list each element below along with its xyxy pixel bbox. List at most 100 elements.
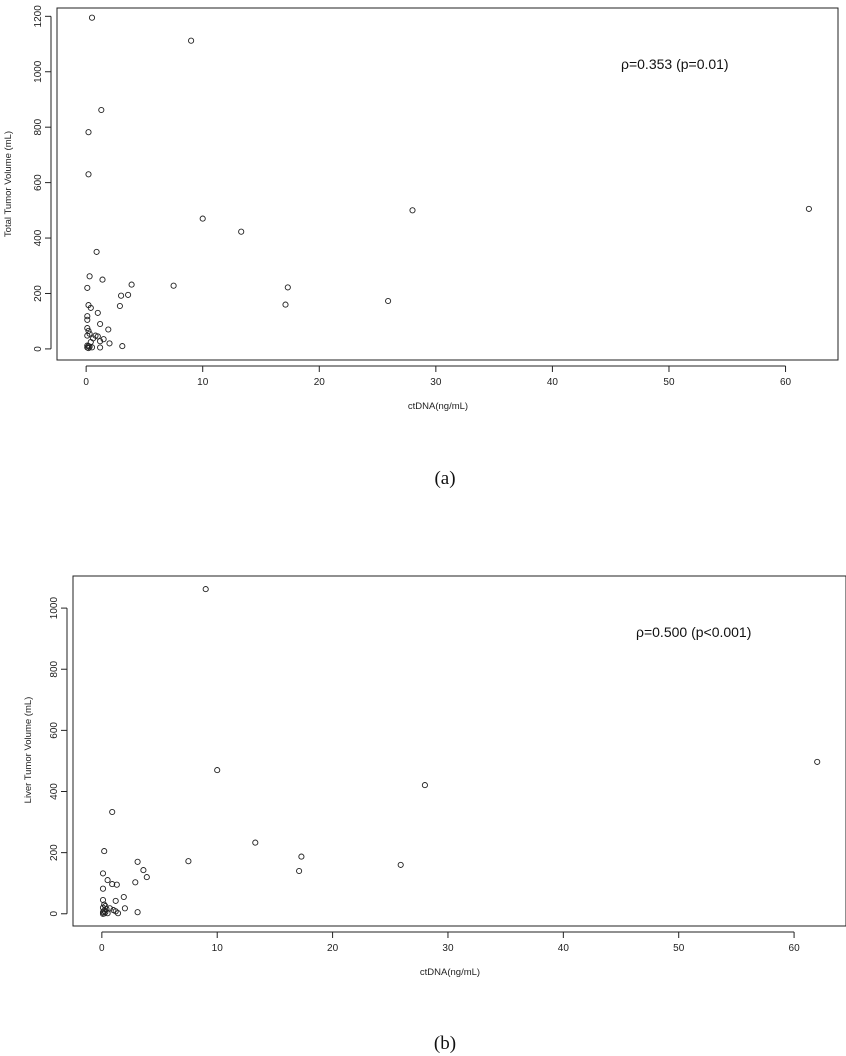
- data-point: [85, 129, 92, 136]
- x-tick-label: 40: [547, 377, 559, 388]
- data-point: [128, 281, 135, 288]
- data-point: [109, 808, 116, 816]
- y-tick-label: 1000: [49, 597, 60, 620]
- data-point: [97, 320, 104, 328]
- x-axis-a: 0 10 20 30 40 50 60: [83, 365, 792, 388]
- data-point: [114, 910, 122, 917]
- data-point: [93, 248, 100, 255]
- data-point: [120, 893, 127, 901]
- x-tick-label: 0: [99, 943, 105, 954]
- data-point: [252, 839, 259, 846]
- y-tick-label: 400: [33, 229, 44, 246]
- x-tick-label: 10: [197, 377, 209, 388]
- scatter-panel-b: 0 10 20 30 40 50 60 0 200 400 600 800 1000 ctDNA(ng…: [23, 575, 846, 1054]
- data-point: [106, 905, 113, 912]
- x-axis-title-b: ctDNA(ng/mL): [420, 967, 480, 978]
- y-tick-label: 400: [49, 783, 60, 800]
- y-tick-label: 200: [49, 844, 60, 861]
- data-point: [118, 292, 125, 299]
- data-point: [814, 758, 821, 765]
- y-axis-title-a: Total Tumor Volume (mL): [3, 131, 14, 237]
- x-axis-b: 0 10 20 30 40 50 60: [99, 931, 801, 954]
- data-point: [397, 861, 404, 868]
- data-point: [121, 905, 128, 912]
- data-point: [188, 37, 195, 44]
- points-a: [84, 14, 812, 352]
- data-point: [421, 782, 428, 789]
- plot-frame-b: [72, 575, 846, 927]
- data-point: [88, 14, 96, 21]
- data-point: [104, 877, 111, 884]
- data-point: [116, 302, 123, 310]
- data-point: [296, 867, 303, 875]
- data-point: [85, 171, 92, 178]
- correlation-annotation-a: ρ=0.353 (p=0.01): [621, 56, 729, 72]
- data-point: [88, 344, 96, 351]
- data-point: [99, 276, 106, 283]
- data-point: [140, 867, 147, 874]
- data-point: [119, 343, 126, 350]
- data-point: [202, 586, 209, 593]
- points-b: [99, 586, 821, 917]
- y-tick-label: 800: [33, 118, 44, 135]
- data-point: [238, 228, 245, 235]
- x-tick-label: 20: [314, 377, 326, 388]
- data-point: [134, 909, 141, 916]
- y-tick-label: 0: [49, 911, 60, 917]
- x-tick-label: 20: [327, 943, 339, 954]
- data-point: [143, 874, 150, 881]
- y-tick-label: 800: [49, 660, 60, 677]
- x-tick-label: 0: [83, 377, 89, 388]
- data-point: [113, 881, 120, 888]
- data-point: [134, 858, 141, 865]
- x-tick-label: 60: [789, 943, 801, 954]
- data-point: [84, 284, 91, 291]
- data-point: [97, 344, 104, 351]
- data-point: [282, 301, 289, 308]
- data-point: [185, 858, 192, 865]
- data-point: [214, 767, 221, 774]
- data-point: [101, 848, 108, 855]
- x-axis-title-a: ctDNA(ng/mL): [408, 401, 468, 412]
- data-point: [99, 870, 107, 877]
- data-point: [100, 336, 107, 343]
- x-tick-label: 40: [558, 943, 570, 954]
- data-point: [84, 325, 91, 332]
- data-point: [85, 345, 92, 352]
- data-point: [385, 297, 392, 305]
- panel-label-a: (a): [434, 468, 455, 489]
- x-tick-label: 50: [673, 943, 685, 954]
- plot-frame-a: [56, 7, 839, 361]
- data-point: [170, 282, 177, 289]
- y-axis-b: 0 200 400 600 800 1000: [49, 597, 68, 917]
- data-point: [109, 881, 116, 888]
- scatter-panel-a: 0 10 20 30 40 50 60 0 200 400 600 800 1000 1200 ctDN…: [3, 5, 839, 489]
- y-axis-a: 0 200 400 600 800 1000 1200: [33, 5, 52, 352]
- data-point: [298, 853, 305, 860]
- x-tick-label: 30: [430, 377, 442, 388]
- data-point: [84, 332, 91, 339]
- data-point: [98, 106, 105, 114]
- data-point: [199, 215, 206, 222]
- data-point: [99, 910, 107, 917]
- data-point: [87, 304, 94, 311]
- data-point: [104, 910, 111, 917]
- data-point: [105, 326, 112, 333]
- data-point: [409, 207, 416, 214]
- x-tick-label: 10: [212, 943, 224, 954]
- panel-label-b: (b): [434, 1033, 456, 1054]
- y-axis-title-b: Liver Tumor Volume (mL): [23, 697, 34, 804]
- data-point: [106, 340, 113, 347]
- x-tick-label: 60: [780, 377, 792, 388]
- y-tick-label: 1200: [33, 5, 44, 28]
- y-tick-label: 600: [49, 722, 60, 739]
- data-point: [132, 879, 139, 886]
- data-point: [805, 205, 812, 212]
- data-point: [86, 273, 93, 280]
- data-point: [97, 338, 104, 345]
- data-point: [84, 316, 91, 323]
- data-point: [84, 313, 91, 320]
- data-point: [99, 885, 107, 892]
- x-tick-label: 50: [663, 377, 675, 388]
